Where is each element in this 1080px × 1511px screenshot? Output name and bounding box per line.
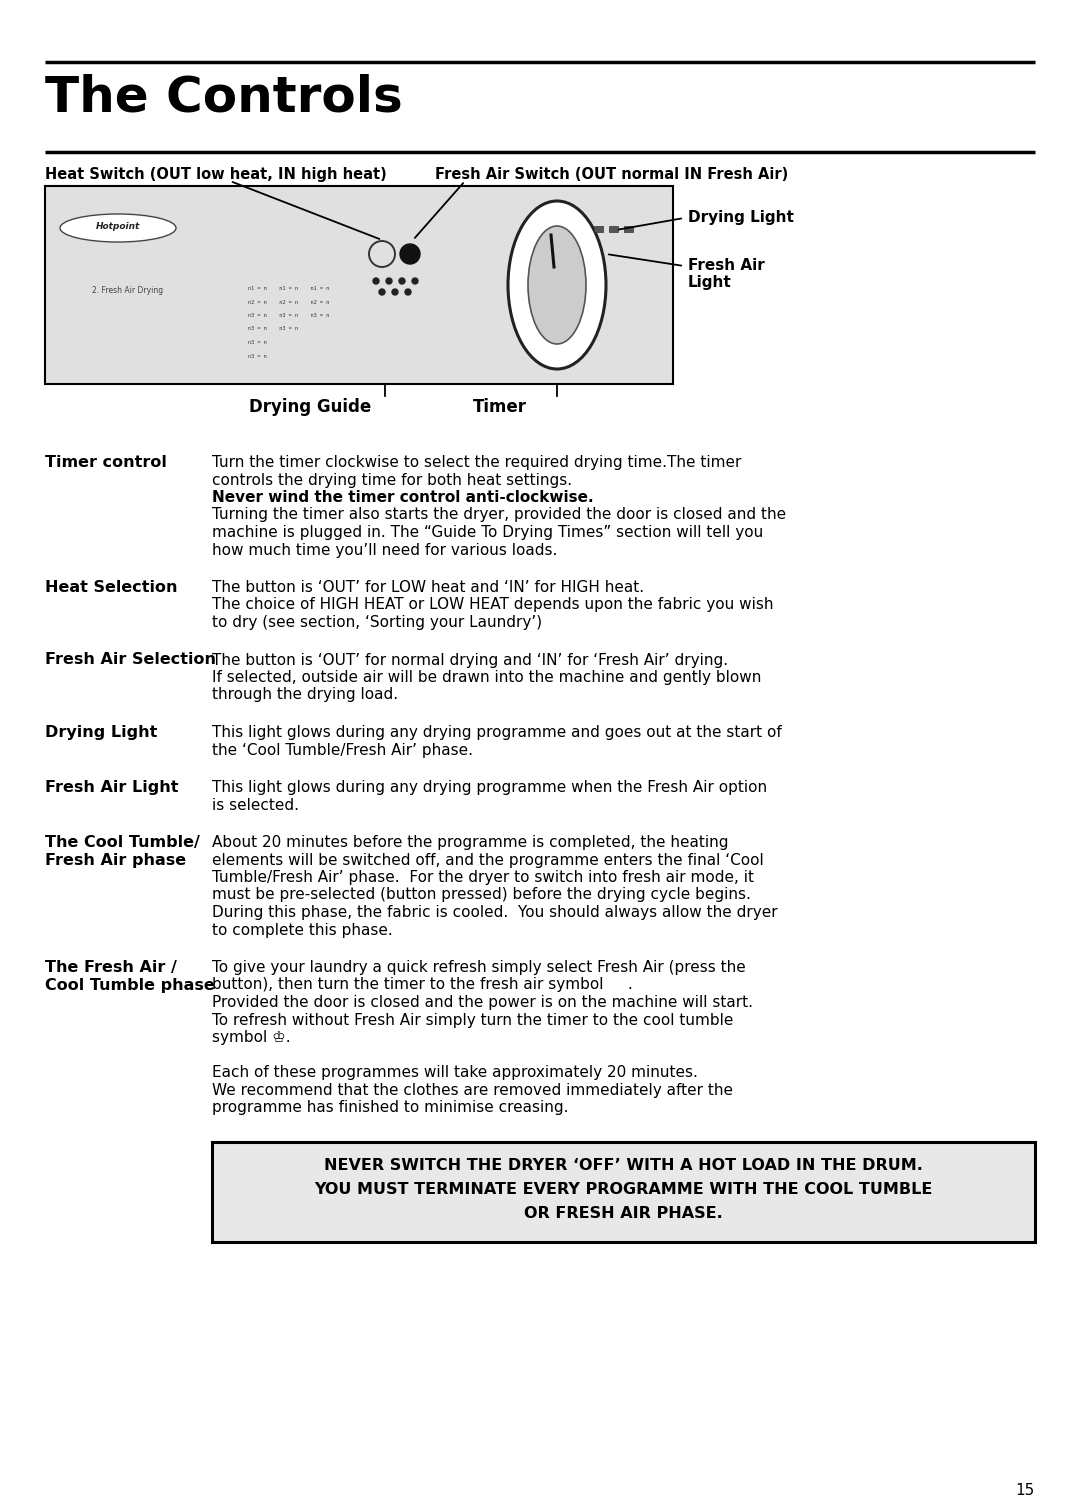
- Circle shape: [399, 278, 405, 284]
- Bar: [212, 1141, 1035, 1242]
- Text: OR FRESH AIR PHASE.: OR FRESH AIR PHASE.: [524, 1206, 723, 1221]
- Bar: [45, 186, 673, 384]
- Text: 2. Fresh Air Drying: 2. Fresh Air Drying: [92, 286, 163, 295]
- Bar: [624, 227, 633, 233]
- Text: Fresh Air phase: Fresh Air phase: [45, 852, 186, 867]
- Text: controls the drying time for both heat settings.: controls the drying time for both heat s…: [212, 473, 572, 488]
- Text: About 20 minutes before the programme is completed, the heating: About 20 minutes before the programme is…: [212, 836, 729, 851]
- Text: During this phase, the fabric is cooled.  You should always allow the dryer: During this phase, the fabric is cooled.…: [212, 905, 778, 920]
- Text: Each of these programmes will take approximately 20 minutes.: Each of these programmes will take appro…: [212, 1065, 698, 1080]
- Text: If selected, outside air will be drawn into the machine and gently blown: If selected, outside air will be drawn i…: [212, 669, 761, 684]
- Text: programme has finished to minimise creasing.: programme has finished to minimise creas…: [212, 1100, 568, 1115]
- Text: machine is plugged in. The “Guide To Drying Times” section will tell you: machine is plugged in. The “Guide To Dry…: [212, 524, 764, 539]
- Text: Hotpoint: Hotpoint: [96, 222, 140, 231]
- Circle shape: [379, 289, 384, 295]
- Text: The button is ‘OUT’ for LOW heat and ‘IN’ for HIGH heat.: The button is ‘OUT’ for LOW heat and ‘IN…: [212, 580, 644, 595]
- Text: n3 = n    n3 = n    n3 = n: n3 = n n3 = n n3 = n: [248, 313, 329, 317]
- Text: The choice of HIGH HEAT or LOW HEAT depends upon the fabric you wish: The choice of HIGH HEAT or LOW HEAT depe…: [212, 597, 773, 612]
- Text: Never wind the timer control anti-clockwise.: Never wind the timer control anti-clockw…: [212, 490, 594, 505]
- Text: symbol ♔.: symbol ♔.: [212, 1031, 291, 1046]
- Circle shape: [386, 278, 392, 284]
- Circle shape: [373, 278, 379, 284]
- Text: YOU MUST TERMINATE EVERY PROGRAMME WITH THE COOL TUMBLE: YOU MUST TERMINATE EVERY PROGRAMME WITH …: [314, 1182, 933, 1197]
- Text: We recommend that the clothes are removed immediately after the: We recommend that the clothes are remove…: [212, 1082, 733, 1097]
- Circle shape: [400, 243, 420, 264]
- Text: The Fresh Air /: The Fresh Air /: [45, 959, 177, 975]
- Text: Turn the timer clockwise to select the required drying time.The timer: Turn the timer clockwise to select the r…: [212, 455, 741, 470]
- Bar: [609, 227, 618, 233]
- Text: must be pre-selected (button pressed) before the drying cycle begins.: must be pre-selected (button pressed) be…: [212, 887, 751, 902]
- Text: Provided the door is closed and the power is on the machine will start.: Provided the door is closed and the powe…: [212, 996, 753, 1009]
- Text: Drying Light: Drying Light: [45, 725, 158, 740]
- Circle shape: [392, 289, 399, 295]
- Text: The Controls: The Controls: [45, 73, 403, 121]
- Text: This light glows during any drying programme when the Fresh Air option: This light glows during any drying progr…: [212, 780, 767, 795]
- Ellipse shape: [508, 201, 606, 369]
- Text: button), then turn the timer to the fresh air symbol     .: button), then turn the timer to the fres…: [212, 978, 633, 993]
- Text: This light glows during any drying programme and goes out at the start of: This light glows during any drying progr…: [212, 725, 782, 740]
- Text: elements will be switched off, and the programme enters the final ‘Cool: elements will be switched off, and the p…: [212, 852, 764, 867]
- Bar: [594, 227, 603, 233]
- Text: Tumble/Fresh Air’ phase.  For the dryer to switch into fresh air mode, it: Tumble/Fresh Air’ phase. For the dryer t…: [212, 870, 754, 885]
- Text: Fresh Air
Light: Fresh Air Light: [688, 258, 765, 290]
- Text: The button is ‘OUT’ for normal drying and ‘IN’ for ‘Fresh Air’ drying.: The button is ‘OUT’ for normal drying an…: [212, 653, 728, 668]
- Text: 15: 15: [1016, 1482, 1035, 1497]
- Text: NEVER SWITCH THE DRYER ‘OFF’ WITH A HOT LOAD IN THE DRUM.: NEVER SWITCH THE DRYER ‘OFF’ WITH A HOT …: [324, 1157, 923, 1173]
- Text: Drying Light: Drying Light: [688, 210, 794, 225]
- Text: n3 = n: n3 = n: [248, 354, 267, 358]
- Circle shape: [405, 289, 411, 295]
- Text: Heat Switch (OUT low heat, IN high heat): Heat Switch (OUT low heat, IN high heat): [45, 168, 387, 181]
- Text: through the drying load.: through the drying load.: [212, 688, 399, 703]
- Text: to complete this phase.: to complete this phase.: [212, 923, 393, 937]
- Text: The Cool Tumble/: The Cool Tumble/: [45, 836, 200, 851]
- Ellipse shape: [528, 227, 586, 345]
- Text: Drying Guide: Drying Guide: [248, 397, 372, 416]
- Text: n2 = n    n2 = n    n2 = n: n2 = n n2 = n n2 = n: [248, 299, 329, 305]
- Text: To give your laundry a quick refresh simply select Fresh Air (press the: To give your laundry a quick refresh sim…: [212, 959, 746, 975]
- Text: Timer control: Timer control: [45, 455, 167, 470]
- Text: n3 = n: n3 = n: [248, 340, 267, 345]
- Text: to dry (see section, ‘Sorting your Laundry’): to dry (see section, ‘Sorting your Laund…: [212, 615, 542, 630]
- Text: Fresh Air Light: Fresh Air Light: [45, 780, 178, 795]
- Text: Cool Tumble phase: Cool Tumble phase: [45, 978, 215, 993]
- Text: Fresh Air Selection: Fresh Air Selection: [45, 653, 216, 668]
- Text: Heat Selection: Heat Selection: [45, 580, 177, 595]
- Text: is selected.: is selected.: [212, 798, 299, 813]
- Text: the ‘Cool Tumble/Fresh Air’ phase.: the ‘Cool Tumble/Fresh Air’ phase.: [212, 742, 473, 757]
- Text: Timer: Timer: [473, 397, 527, 416]
- Text: n3 = n    n3 = n: n3 = n n3 = n: [248, 326, 298, 331]
- Text: To refresh without Fresh Air simply turn the timer to the cool tumble: To refresh without Fresh Air simply turn…: [212, 1012, 733, 1027]
- Ellipse shape: [60, 215, 176, 242]
- Circle shape: [411, 278, 418, 284]
- Text: Fresh Air Switch (OUT normal IN Fresh Air): Fresh Air Switch (OUT normal IN Fresh Ai…: [435, 168, 788, 181]
- Text: how much time you’ll need for various loads.: how much time you’ll need for various lo…: [212, 542, 557, 558]
- Text: n1 = n    n1 = n    n1 = n: n1 = n n1 = n n1 = n: [248, 286, 329, 292]
- Text: Turning the timer also starts the dryer, provided the door is closed and the: Turning the timer also starts the dryer,…: [212, 508, 786, 523]
